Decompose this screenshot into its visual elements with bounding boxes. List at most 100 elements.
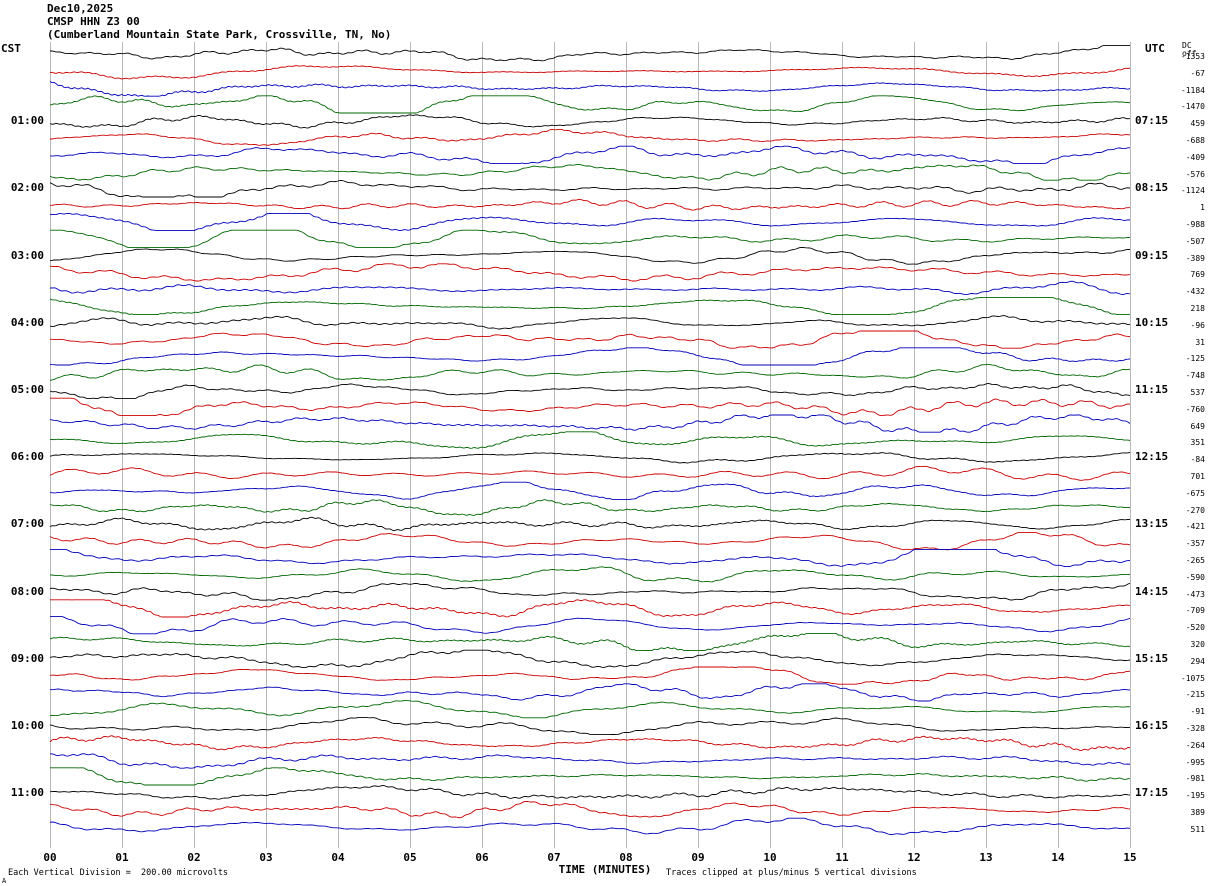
seismo-trace: [49, 81, 1131, 97]
seismo-trace: [49, 683, 1130, 702]
dc-value: -520: [1185, 623, 1205, 633]
hour-label-utc: 07:15: [1135, 114, 1169, 128]
dc-offset-label: DC off: [1182, 41, 1197, 58]
seismo-trace: [49, 145, 1130, 164]
hour-label-utc: 15:15: [1135, 651, 1169, 665]
seismo-trace: [49, 163, 1131, 181]
dc-value: -1124: [1180, 186, 1205, 196]
seismo-trace: [50, 548, 1130, 568]
hour-label-utc: 10:15: [1135, 315, 1169, 329]
seismo-trace: [49, 716, 1131, 736]
dc-value: 218: [1190, 304, 1205, 313]
corner-mark: A: [2, 877, 7, 885]
seismo-trace: [49, 499, 1131, 516]
x-tick-label: 09: [691, 851, 705, 864]
dc-value: 1: [1200, 203, 1205, 213]
dc-value: -389: [1185, 253, 1205, 263]
hour-label-utc: 11:15: [1135, 383, 1169, 396]
dc-value: -96: [1190, 320, 1205, 330]
seismo-trace: [49, 700, 1131, 719]
x-tick-label: 05: [403, 851, 417, 864]
dc-value: -91: [1190, 707, 1205, 717]
dc-value: -357: [1185, 539, 1205, 549]
dc-value: -215: [1185, 690, 1205, 700]
x-tick-label: 04: [331, 851, 345, 864]
dc-value: 511: [1190, 824, 1205, 834]
utc-label: UTC: [1145, 42, 1165, 55]
dc-value: -507: [1185, 236, 1205, 246]
dc-value: -590: [1185, 572, 1205, 582]
seismo-trace: [50, 198, 1130, 211]
dc-value: -409: [1185, 152, 1205, 162]
seismo-trace: [49, 666, 1131, 685]
seismo-trace: [49, 65, 1131, 80]
x-tick-label: 00: [43, 851, 57, 864]
seismo-trace: [49, 330, 1131, 349]
dc-value: -84: [1190, 455, 1205, 465]
hour-label-cst: 04:00: [10, 315, 44, 329]
dc-value: 320: [1190, 640, 1205, 649]
dc-value: 649: [1190, 421, 1205, 431]
dc-value: 537: [1190, 388, 1205, 397]
hour-label-utc: 13:15: [1135, 517, 1169, 531]
dc-value: -473: [1185, 589, 1205, 599]
dc-value: -270: [1185, 505, 1205, 515]
dc-value: -265: [1185, 556, 1205, 565]
hour-label-utc: 17:15: [1135, 786, 1169, 800]
x-tick-label: 01: [115, 851, 129, 864]
hour-label-utc: 14:15: [1135, 584, 1169, 598]
seismo-trace: [50, 599, 1131, 618]
seismo-trace: [49, 414, 1131, 433]
seismo-trace: [49, 532, 1131, 551]
dc-value: 459: [1190, 119, 1205, 129]
x-tick-label: 15: [1123, 851, 1137, 864]
seismo-trace: [49, 632, 1131, 652]
seismo-trace: [49, 800, 1131, 819]
dc-value: 389: [1190, 808, 1205, 817]
dc-value: -67: [1190, 68, 1205, 78]
dc-value: -709: [1185, 606, 1205, 616]
hour-label-utc: 08:15: [1135, 181, 1169, 195]
date-label: Dec10,2025: [47, 2, 114, 15]
seismo-trace: [49, 465, 1131, 481]
dc-value: -981: [1185, 774, 1205, 784]
x-tick-label: 06: [475, 851, 489, 864]
station-label: CMSP HHN Z3 00: [47, 15, 140, 28]
seismo-trace: [49, 246, 1131, 265]
seismo-trace: [49, 516, 1131, 532]
seismo-trace: [49, 212, 1131, 232]
seismo-trace: [50, 481, 1131, 500]
dc-value: -1470: [1180, 102, 1205, 112]
dc-value: -675: [1185, 488, 1205, 498]
hour-label-cst: 08:00: [10, 584, 44, 598]
dc-value: -988: [1185, 220, 1205, 229]
x-tick-label: 11: [835, 851, 849, 864]
dc-value: -576: [1185, 169, 1205, 179]
seismo-trace: [49, 735, 1131, 752]
dc-value: 31: [1195, 337, 1205, 347]
x-tick-label: 08: [619, 851, 633, 864]
dc-value: -328: [1185, 724, 1205, 733]
dc-value: -748: [1185, 371, 1205, 381]
seismo-trace: [50, 397, 1131, 416]
hour-label-cst: 06:00: [10, 450, 44, 464]
hour-label-cst: 07:00: [10, 517, 44, 531]
seismo-trace: [49, 817, 1131, 836]
seismo-trace: [49, 296, 1130, 316]
hour-label-cst: 11:00: [10, 786, 44, 800]
x-tick-label: 02: [187, 851, 201, 864]
seismo-trace: [49, 95, 1131, 114]
dc-value: -1075: [1180, 673, 1205, 683]
seismo-trace: [49, 364, 1131, 381]
dc-value: -995: [1185, 757, 1205, 767]
seismo-trace: [49, 566, 1131, 583]
x-tick-label: 14: [1051, 851, 1065, 864]
seismo-trace: [49, 347, 1131, 366]
dc-value: 701: [1190, 472, 1205, 481]
seismo-trace: [49, 114, 1131, 129]
seismo-trace: [49, 649, 1131, 668]
seismo-trace: [49, 180, 1131, 198]
x-axis-title: TIME (MINUTES): [558, 863, 652, 876]
seismo-trace: [50, 128, 1131, 146]
